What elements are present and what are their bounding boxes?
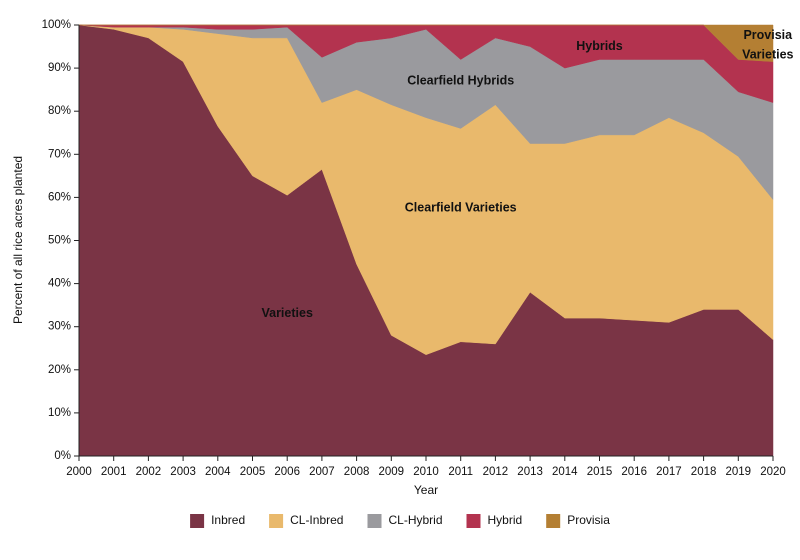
- legend-label: CL-Inbred: [290, 513, 343, 527]
- y-tick-label: 60%: [48, 191, 71, 203]
- area-label: Varieties: [742, 47, 793, 61]
- area-provisia: [79, 24, 774, 62]
- legend-item: CL-Hybrid: [367, 513, 443, 528]
- area-label: Varieties: [261, 306, 312, 320]
- legend-item: CL-Inbred: [269, 513, 343, 528]
- x-tick-label: 2003: [170, 466, 196, 478]
- x-tick-label: 2019: [726, 466, 752, 478]
- legend: Inbred CL-Inbred CL-Hybrid Hybrid Provisia: [190, 513, 610, 528]
- x-tick-label: 2001: [101, 466, 127, 478]
- x-tick-label: 2017: [656, 466, 682, 478]
- x-tick-label: 2007: [309, 466, 335, 478]
- x-tick-label: 2011: [448, 466, 473, 478]
- x-tick-label: 2013: [517, 466, 543, 478]
- area-layers: [78, 24, 774, 457]
- legend-item: Provisia: [546, 513, 610, 528]
- axes: 0% 10% 20% 30% 40% 50% 60% 70% 80% 90% 100% 2000 200…: [42, 19, 786, 478]
- y-tick-label: 0%: [54, 450, 71, 462]
- y-tick-label: 30%: [48, 321, 71, 333]
- area-label: Provisia: [743, 28, 793, 42]
- legend-item: Hybrid: [466, 513, 523, 528]
- y-tick-label: 70%: [48, 148, 71, 160]
- x-tick-label: 2000: [66, 466, 92, 478]
- x-tick-label: 2020: [760, 466, 786, 478]
- legend-label: CL-Hybrid: [389, 513, 443, 527]
- legend-item: Inbred: [190, 513, 245, 528]
- x-tick-label: 2012: [483, 466, 509, 478]
- x-tick-label: 2009: [379, 466, 405, 478]
- x-tick-label: 2016: [621, 466, 647, 478]
- y-tick-label: 80%: [48, 105, 71, 117]
- legend-swatch: [466, 514, 481, 528]
- legend-swatch: [367, 514, 382, 528]
- legend-label: Provisia: [567, 513, 610, 527]
- legend-label: Inbred: [211, 513, 245, 527]
- x-tick-label: 2002: [136, 466, 162, 478]
- x-tick-label: 2010: [413, 466, 439, 478]
- area-label: Hybrids: [576, 39, 623, 53]
- y-tick-label: 50%: [48, 235, 71, 247]
- area-labels: Varieties Clearfield Varieties Clearfield …: [261, 28, 793, 320]
- x-tick-label: 2004: [205, 466, 231, 478]
- x-tick-label: 2018: [691, 466, 717, 478]
- y-tick-label: 10%: [48, 407, 71, 419]
- legend-label: Hybrid: [488, 513, 523, 527]
- x-axis-title: Year: [414, 483, 438, 497]
- legend-swatch: [546, 514, 561, 528]
- x-tick-label: 2008: [344, 466, 370, 478]
- y-tick-label: 90%: [48, 62, 71, 74]
- x-tick-label: 2006: [274, 466, 300, 478]
- x-tick-label: 2005: [240, 466, 266, 478]
- legend-swatch: [269, 514, 284, 528]
- y-axis-title: Percent of all rice acres planted: [11, 156, 25, 324]
- legend-swatch: [190, 514, 205, 528]
- y-tick-label: 40%: [48, 278, 71, 290]
- y-tick-label: 20%: [48, 364, 71, 376]
- y-tick-label: 100%: [42, 19, 71, 31]
- area-label: Clearfield Varieties: [405, 200, 517, 214]
- x-tick-label: 2015: [587, 466, 613, 478]
- x-tick-label: 2014: [552, 466, 578, 478]
- area-label: Clearfield Hybrids: [407, 73, 514, 87]
